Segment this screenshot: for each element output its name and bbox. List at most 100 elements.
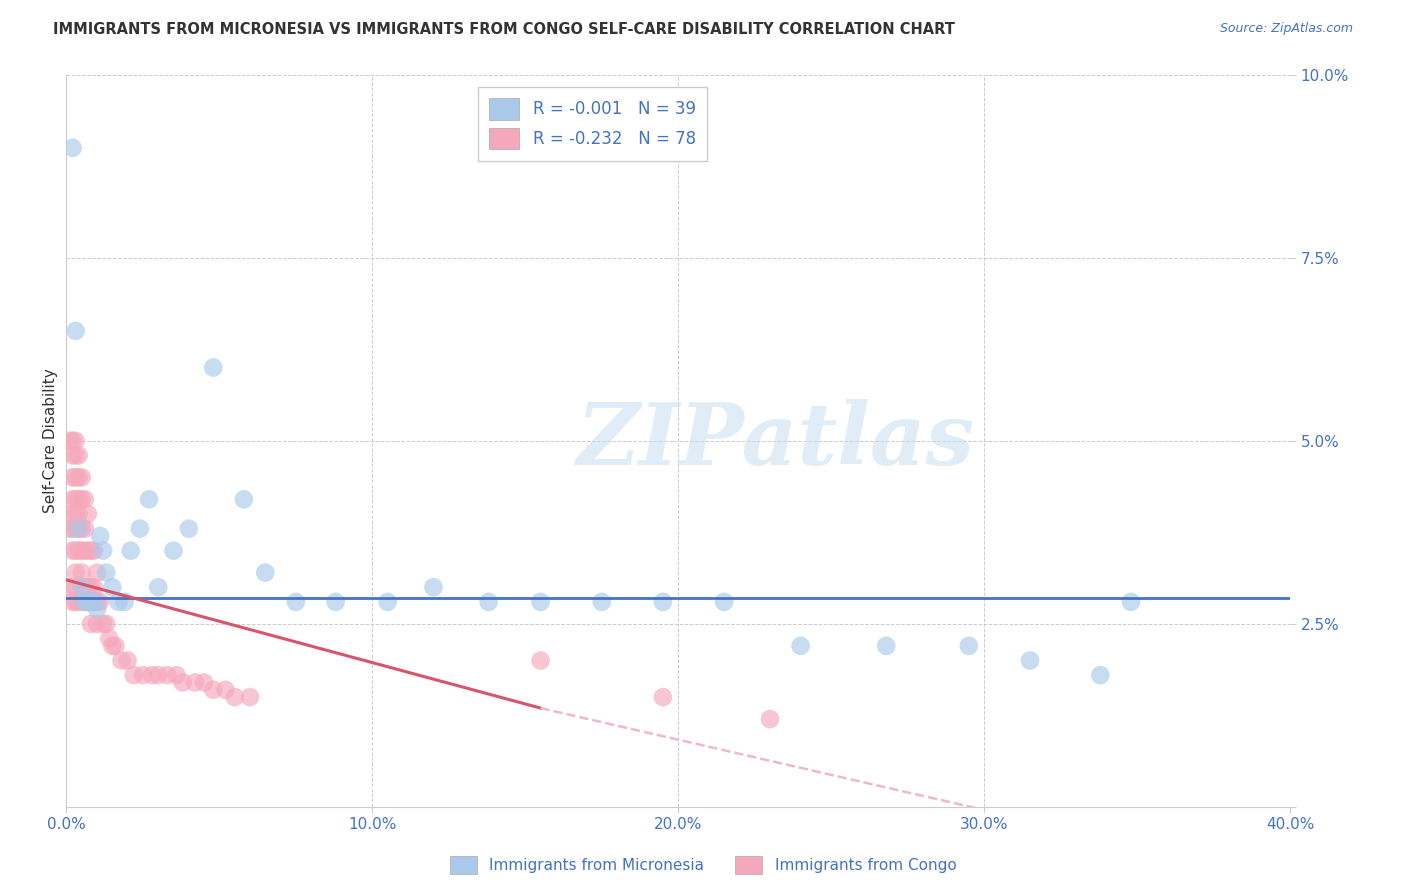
Point (58, 434, 80, 448)
Point (65, 595, 87, 609)
Point (214, 682, 236, 697)
Point (148, 580, 170, 594)
Point (162, 543, 184, 558)
Point (67, 470, 90, 484)
Point (1119, 595, 1142, 609)
Point (172, 675, 194, 690)
Point (62, 470, 84, 484)
Point (652, 690, 675, 705)
Point (148, 668, 170, 682)
Point (138, 492, 160, 507)
Legend: R = -0.001   N = 39, R = -0.232   N = 78: R = -0.001 N = 39, R = -0.232 N = 78 (478, 87, 707, 161)
Point (254, 566, 277, 580)
Point (65, 324, 87, 338)
Point (62, 492, 84, 507)
Point (377, 595, 399, 609)
Point (325, 595, 347, 609)
Point (86, 566, 108, 580)
Point (202, 360, 225, 375)
Point (114, 595, 136, 609)
Point (65, 507, 87, 521)
Point (184, 675, 207, 690)
Point (80, 616, 103, 631)
Point (239, 690, 262, 705)
Point (65, 470, 87, 484)
Point (83, 543, 105, 558)
Point (67, 522, 90, 536)
Point (156, 668, 179, 682)
Point (65, 580, 87, 594)
Point (76, 543, 98, 558)
Point (70, 470, 93, 484)
Point (789, 639, 811, 653)
Point (65, 522, 87, 536)
Point (86, 616, 108, 631)
Point (96, 616, 118, 631)
Point (65, 566, 87, 580)
Point (70, 492, 93, 507)
Point (70, 580, 93, 594)
Point (65, 543, 87, 558)
Point (104, 639, 127, 653)
Point (529, 595, 551, 609)
Text: ZIPatlas: ZIPatlas (576, 399, 976, 483)
Point (652, 595, 675, 609)
Text: IMMIGRANTS FROM MICRONESIA VS IMMIGRANTS FROM CONGO SELF-CARE DISABILITY CORRELA: IMMIGRANTS FROM MICRONESIA VS IMMIGRANTS… (53, 22, 955, 37)
Point (70, 580, 93, 594)
Point (76, 580, 98, 594)
Point (83, 595, 105, 609)
Point (107, 595, 129, 609)
Point (759, 712, 782, 726)
Point (957, 639, 980, 653)
Point (1090, 668, 1112, 682)
Point (76, 595, 98, 609)
Point (80, 543, 103, 558)
Point (67, 543, 90, 558)
Point (67, 492, 90, 507)
Point (96, 566, 118, 580)
Point (80, 595, 103, 609)
Y-axis label: Self-Care Disability: Self-Care Disability (44, 368, 58, 513)
Point (58, 522, 80, 536)
Point (70, 595, 93, 609)
Point (110, 653, 132, 667)
Point (62, 507, 84, 521)
Point (478, 595, 501, 609)
Point (101, 580, 124, 594)
Point (232, 492, 254, 507)
Point (177, 522, 200, 536)
Point (422, 580, 444, 594)
Text: Source: ZipAtlas.com: Source: ZipAtlas.com (1219, 22, 1353, 36)
Point (62, 522, 84, 536)
Point (132, 668, 155, 682)
Point (67, 595, 90, 609)
Point (91, 616, 114, 631)
Point (62, 543, 84, 558)
Point (122, 668, 145, 682)
Point (83, 580, 105, 594)
Point (73, 543, 96, 558)
Point (76, 595, 98, 609)
Point (89, 595, 111, 609)
Point (70, 522, 93, 536)
Point (62, 434, 84, 448)
Point (65, 492, 87, 507)
Point (101, 639, 124, 653)
Point (166, 668, 188, 682)
Point (67, 507, 90, 521)
Point (713, 595, 735, 609)
Point (62, 141, 84, 155)
Point (1019, 653, 1042, 667)
Point (284, 595, 307, 609)
Point (70, 566, 93, 580)
Point (141, 668, 163, 682)
Point (73, 595, 96, 609)
Point (67, 449, 90, 463)
Point (73, 595, 96, 609)
Point (65, 449, 87, 463)
Point (83, 595, 105, 609)
Point (875, 639, 897, 653)
Point (224, 690, 246, 705)
Point (117, 653, 139, 667)
Point (128, 522, 150, 536)
